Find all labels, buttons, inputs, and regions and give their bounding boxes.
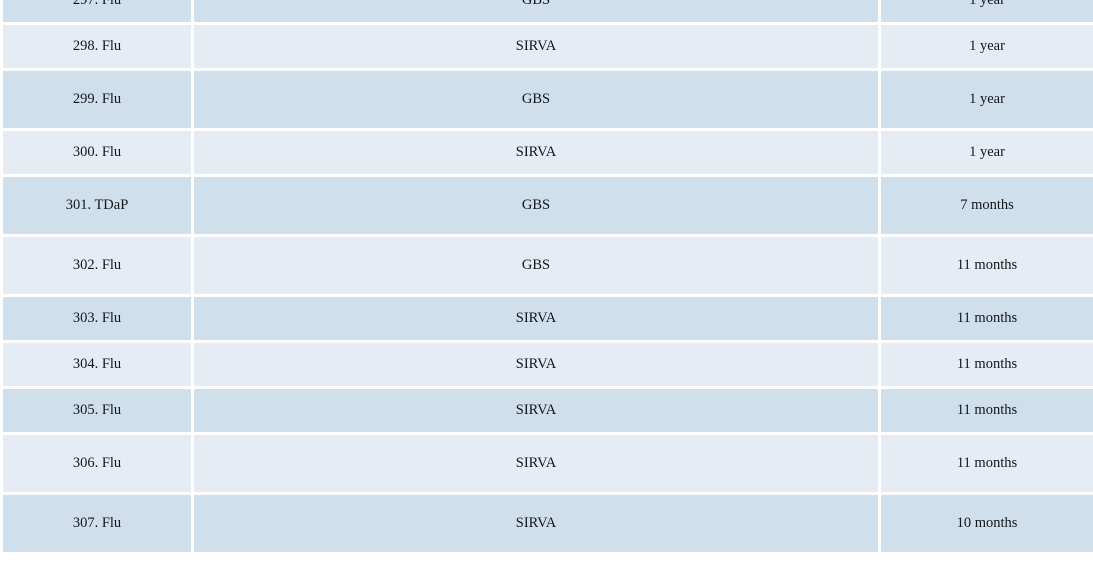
cell-onset-interval: 11 months: [881, 389, 1093, 432]
cell-alleged-injury: GBS: [194, 237, 878, 294]
cell-index-vaccine: 301. TDaP: [3, 177, 191, 234]
cell-index-vaccine: 300. Flu: [3, 131, 191, 174]
cell-alleged-injury: GBS: [194, 0, 878, 22]
table-row: 301. TDaP GBS 7 months: [3, 177, 1093, 234]
cell-index-vaccine: 299. Flu: [3, 71, 191, 128]
cell-index-vaccine: 306. Flu: [3, 435, 191, 492]
cell-onset-interval: 1 year: [881, 131, 1093, 174]
cell-index-vaccine: 298. Flu: [3, 25, 191, 68]
cell-alleged-injury: SIRVA: [194, 297, 878, 340]
table-body: 297. Flu GBS 1 year 298. Flu SIRVA 1 year 299.…: [3, 0, 1093, 552]
cell-index-vaccine: 303. Flu: [3, 297, 191, 340]
cell-index-vaccine: 297. Flu: [3, 0, 191, 22]
cell-onset-interval: 1 year: [881, 25, 1093, 68]
table-row: 302. Flu GBS 11 months: [3, 237, 1093, 294]
table-row: 303. Flu SIRVA 11 months: [3, 297, 1093, 340]
cell-alleged-injury: SIRVA: [194, 343, 878, 386]
table-row: 298. Flu SIRVA 1 year: [3, 25, 1093, 68]
table-row: 307. Flu SIRVA 10 months: [3, 495, 1093, 552]
table-row: 306. Flu SIRVA 11 months: [3, 435, 1093, 492]
cell-onset-interval: 1 year: [881, 71, 1093, 128]
cell-alleged-injury: GBS: [194, 177, 878, 234]
table-row: 300. Flu SIRVA 1 year: [3, 131, 1093, 174]
cell-alleged-injury: SIRVA: [194, 435, 878, 492]
table-row: 305. Flu SIRVA 11 months: [3, 389, 1093, 432]
cell-onset-interval: 1 year: [881, 0, 1093, 22]
cell-index-vaccine: 305. Flu: [3, 389, 191, 432]
table-row: 297. Flu GBS 1 year: [3, 0, 1093, 22]
vaccine-injury-table: 297. Flu GBS 1 year 298. Flu SIRVA 1 year 299.…: [3, 0, 1093, 552]
cell-onset-interval: 7 months: [881, 177, 1093, 234]
cell-index-vaccine: 304. Flu: [3, 343, 191, 386]
cell-alleged-injury: GBS: [194, 71, 878, 128]
cell-alleged-injury: SIRVA: [194, 25, 878, 68]
clipped-footnote-strip: [0, 573, 1093, 582]
cell-onset-interval: 11 months: [881, 237, 1093, 294]
cell-onset-interval: 10 months: [881, 495, 1093, 552]
cell-alleged-injury: SIRVA: [194, 131, 878, 174]
cell-index-vaccine: 302. Flu: [3, 237, 191, 294]
cell-onset-interval: 11 months: [881, 435, 1093, 492]
cell-alleged-injury: SIRVA: [194, 495, 878, 552]
cell-index-vaccine: 307. Flu: [3, 495, 191, 552]
table-row: 304. Flu SIRVA 11 months: [3, 343, 1093, 386]
cell-onset-interval: 11 months: [881, 343, 1093, 386]
cell-alleged-injury: SIRVA: [194, 389, 878, 432]
table-row: 299. Flu GBS 1 year: [3, 71, 1093, 128]
cell-onset-interval: 11 months: [881, 297, 1093, 340]
